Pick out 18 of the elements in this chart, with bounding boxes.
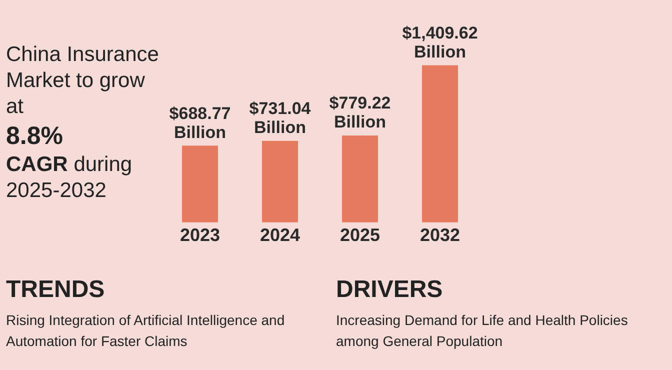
x-tick-label: 2032 bbox=[420, 225, 460, 246]
data-label: $779.22 Billion bbox=[329, 94, 391, 132]
bar bbox=[342, 136, 378, 222]
bar bbox=[422, 65, 458, 222]
text: Increasing Demand for Life and Health Policies among General Population bbox=[336, 311, 629, 351]
data-label: $1,409.62 Billion bbox=[402, 23, 478, 62]
bar bbox=[182, 146, 218, 222]
x-tick-label: 2025 bbox=[340, 225, 380, 246]
text: 8.8% CAGR during 2025-2032 bbox=[6, 121, 134, 204]
text: DRIVERS bbox=[336, 276, 444, 304]
chart-title: China Insurance Market to grow at bbox=[6, 42, 160, 120]
x-tick-label: 2024 bbox=[260, 225, 300, 246]
data-label: $731.04 Billion bbox=[249, 99, 312, 138]
data-label: $688.77 Billion bbox=[169, 104, 231, 142]
text: Rising Integration of Artificial Intelligence and Automation for Faster Claims bbox=[6, 311, 286, 351]
text: TRENDS bbox=[6, 276, 106, 304]
x-tick-label: 2023 bbox=[180, 225, 220, 246]
bar bbox=[262, 140, 298, 222]
